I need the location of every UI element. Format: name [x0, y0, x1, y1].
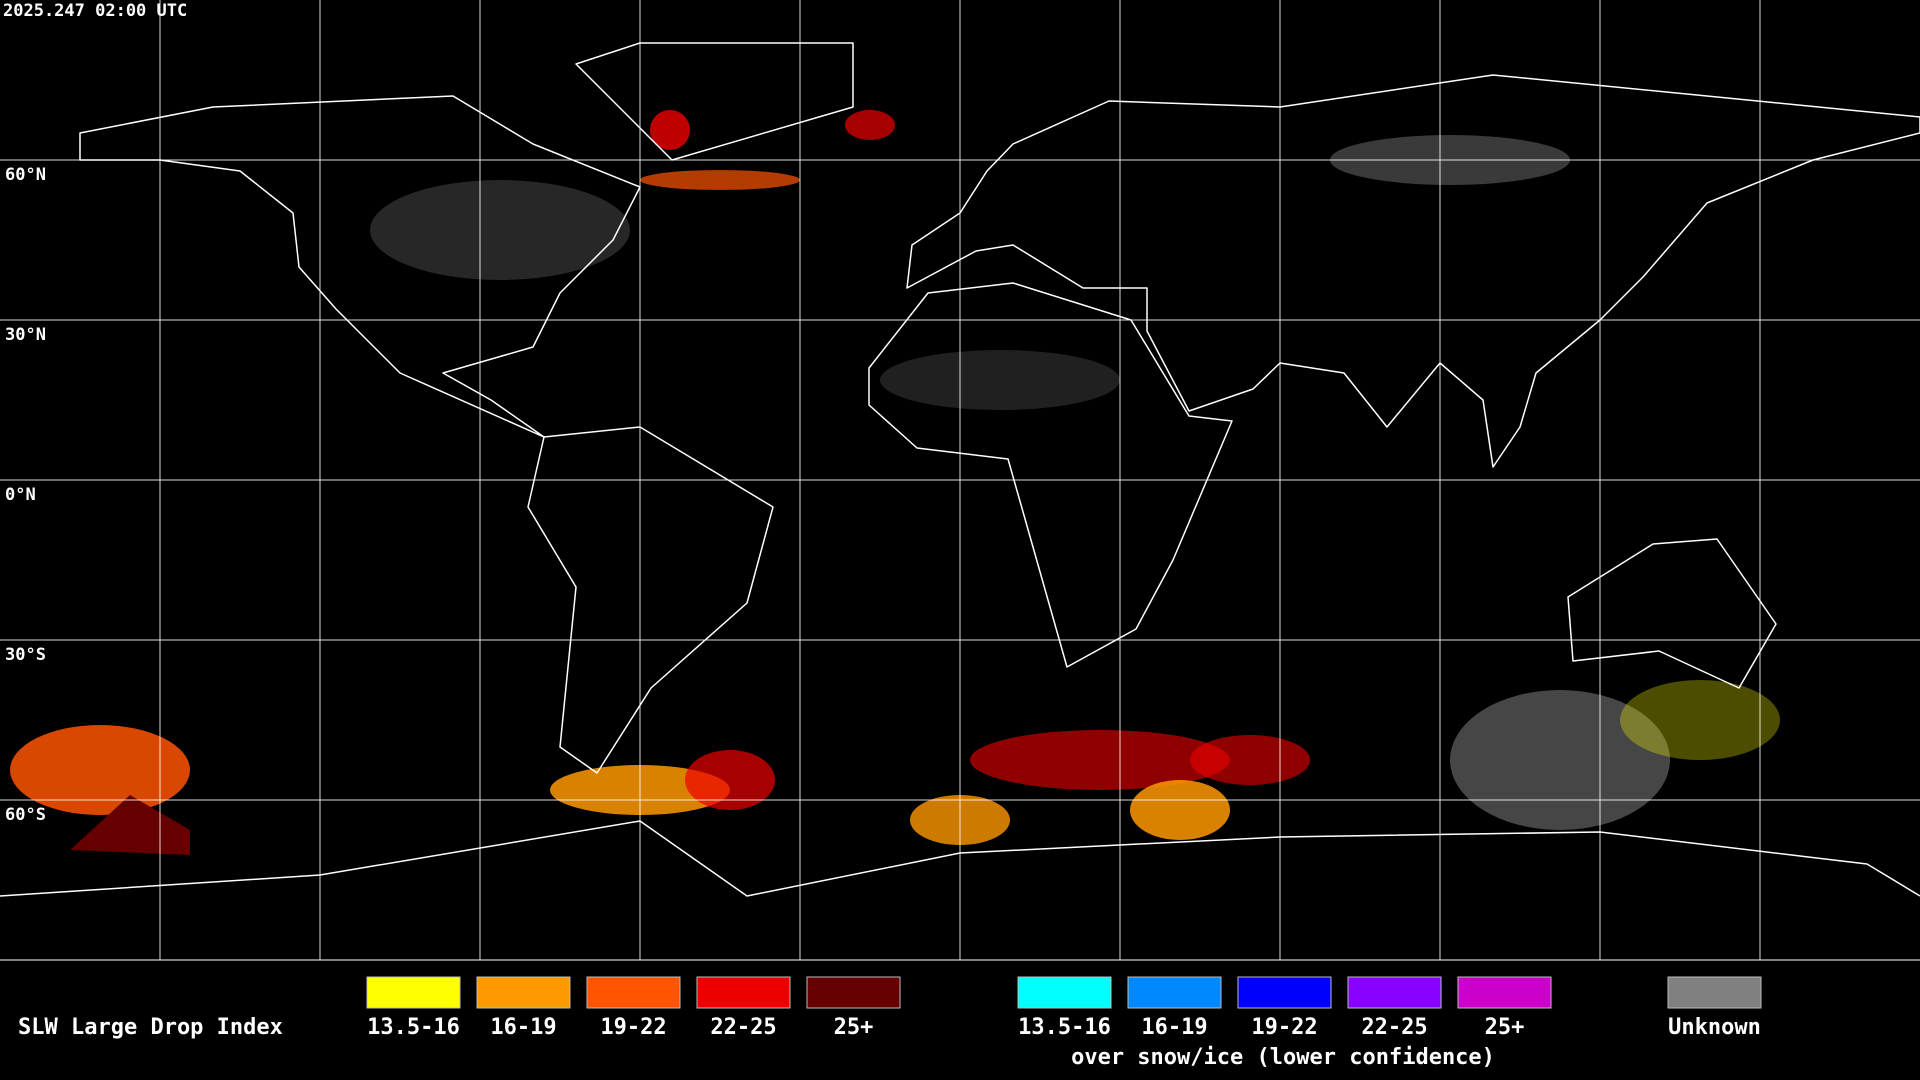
slw-area	[10, 725, 190, 815]
slw-area	[845, 110, 895, 140]
legend-swatch	[476, 976, 571, 1009]
legend-swatch	[1347, 976, 1442, 1009]
legend-swatch	[1127, 976, 1222, 1009]
legend-label: 13.5-16	[367, 1015, 460, 1040]
greenland	[575, 42, 854, 161]
legend-label: 22-25	[710, 1015, 776, 1040]
legend-swatch	[1017, 976, 1112, 1009]
eurasia	[906, 74, 1920, 468]
timestamp: 2025.247 02:00 UTC	[3, 1, 187, 21]
slw-area	[650, 110, 690, 150]
australia	[1567, 538, 1777, 689]
legend-label: Unknown	[1668, 1015, 1761, 1040]
unknown-area	[880, 350, 1120, 410]
latitude-label: 60°S	[5, 805, 46, 825]
legend-label: 16-19	[490, 1015, 556, 1040]
slw-area	[1620, 680, 1780, 760]
legend-label: 19-22	[1251, 1015, 1317, 1040]
slw-area	[640, 170, 800, 190]
legend-swatch	[1457, 976, 1552, 1009]
legend-label: 22-25	[1361, 1015, 1427, 1040]
north-america	[79, 95, 641, 438]
slw-area	[1190, 735, 1310, 785]
slw-area	[970, 730, 1230, 790]
latitude-label: 30°N	[5, 325, 46, 345]
graticule: 60°N 30°N 0°N 30°S 60°S	[0, 0, 1920, 960]
legend-label: 16-19	[1141, 1015, 1207, 1040]
legend-label: 19-22	[600, 1015, 666, 1040]
legend-label: 13.5-16	[1018, 1015, 1111, 1040]
unknown-area	[370, 180, 630, 280]
south-america	[527, 426, 774, 774]
legend-swatch	[696, 976, 791, 1009]
latitude-label: 30°S	[5, 645, 46, 665]
legend-label: 25+	[1485, 1015, 1525, 1040]
legend-title: SLW Large Drop Index	[18, 1015, 283, 1040]
africa	[868, 282, 1233, 668]
latitude-label: 60°N	[5, 165, 46, 185]
legend: SLW Large Drop Index over snow/ice (lowe…	[18, 976, 1762, 1070]
legend-swatch	[586, 976, 681, 1009]
legend-swatch	[1237, 976, 1332, 1009]
legend-swatch	[366, 976, 461, 1009]
latitude-label: 0°N	[5, 485, 36, 505]
legend-swatch	[1667, 976, 1762, 1009]
slw-area	[685, 750, 775, 810]
legend-swatch	[806, 976, 901, 1009]
unknown-area	[1450, 690, 1670, 830]
legend-label: 25+	[834, 1015, 874, 1040]
snow-ice-caption: over snow/ice (lower confidence)	[1071, 1045, 1495, 1070]
slw-area	[1130, 780, 1230, 840]
